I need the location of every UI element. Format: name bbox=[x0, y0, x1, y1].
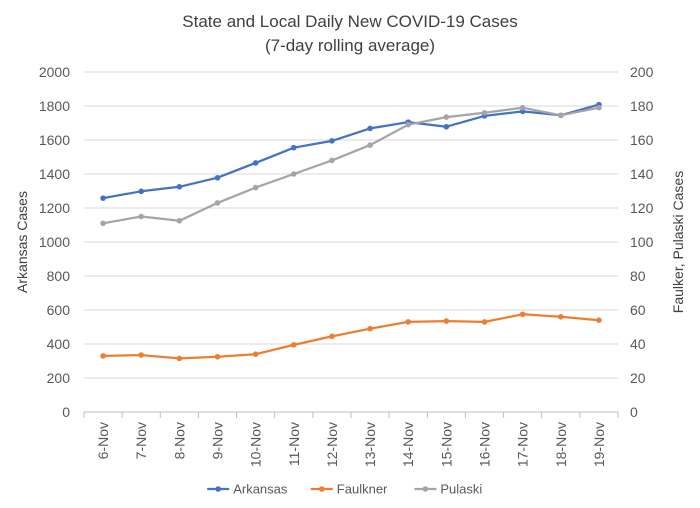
x-tick-label: 8-Nov bbox=[171, 422, 187, 459]
x-axis-ticks: 6-Nov 7-Nov 8-Nov 9-Nov 10-Nov 11-Nov 12-Nov 13… bbox=[83, 412, 619, 467]
data-point bbox=[443, 114, 450, 120]
data-point bbox=[443, 318, 450, 324]
x-tick-label: 14-Nov bbox=[400, 422, 416, 467]
x-tick-label: 15-Nov bbox=[438, 422, 454, 467]
legend-label: Pulaski bbox=[440, 482, 482, 497]
series-line bbox=[102, 103, 600, 200]
series-line bbox=[103, 313, 600, 360]
x-tick-label: 11-Nov bbox=[286, 422, 302, 466]
left-tick-label: 1000 bbox=[39, 234, 70, 250]
left-axis-label: Arkansas Cases bbox=[14, 191, 30, 293]
series-lines bbox=[100, 101, 602, 362]
right-tick-label: 160 bbox=[630, 132, 654, 148]
legend-label: Arkansas bbox=[233, 482, 288, 497]
left-tick-label: 400 bbox=[47, 336, 71, 352]
legend-item-faulkner: Faulkner bbox=[310, 482, 388, 497]
x-tick-label: 18-Nov bbox=[553, 422, 569, 467]
left-tick-label: 600 bbox=[47, 302, 71, 318]
right-tick-label: 20 bbox=[630, 370, 646, 386]
right-tick-label: 100 bbox=[630, 234, 654, 250]
x-tick-label: 17-Nov bbox=[515, 422, 531, 467]
data-point bbox=[214, 174, 221, 181]
data-point bbox=[138, 213, 145, 220]
data-point bbox=[519, 104, 526, 111]
right-tick-label: 40 bbox=[630, 336, 646, 352]
data-point bbox=[481, 110, 488, 116]
data-point bbox=[329, 138, 335, 144]
legend-item-arkansas: Arkansas bbox=[207, 482, 288, 497]
x-tick-label: 9-Nov bbox=[210, 422, 226, 459]
left-tick-label: 1600 bbox=[39, 132, 70, 148]
data-point bbox=[252, 351, 259, 358]
right-axis-ticks: 0 20 40 60 80 100 120 140 160 180 200 bbox=[630, 64, 654, 420]
data-point bbox=[405, 121, 412, 128]
data-point bbox=[557, 314, 564, 320]
series-line bbox=[102, 106, 600, 225]
data-point bbox=[557, 112, 564, 119]
legend-label: Faulkner bbox=[337, 482, 388, 497]
right-tick-label: 120 bbox=[630, 200, 654, 216]
data-point bbox=[138, 188, 145, 195]
x-tick-label: 7-Nov bbox=[133, 422, 149, 459]
data-point bbox=[100, 195, 106, 201]
x-tick-label: 16-Nov bbox=[477, 422, 493, 467]
left-tick-label: 1400 bbox=[39, 166, 70, 182]
data-point bbox=[252, 160, 259, 166]
left-tick-label: 200 bbox=[47, 370, 71, 386]
right-tick-label: 140 bbox=[630, 166, 654, 182]
gridlines bbox=[84, 71, 618, 413]
chart-subtitle: (7-day rolling average) bbox=[265, 36, 435, 55]
legend: Arkansas Faulkner Pulaski bbox=[207, 482, 482, 497]
data-point bbox=[329, 333, 335, 340]
data-point bbox=[290, 342, 297, 348]
data-point bbox=[290, 171, 297, 177]
right-tick-label: 180 bbox=[630, 98, 654, 114]
series-arkansas bbox=[100, 101, 602, 201]
data-point bbox=[367, 125, 373, 132]
data-point bbox=[596, 104, 602, 111]
left-tick-label: 0 bbox=[62, 404, 70, 420]
legend-marker bbox=[319, 486, 325, 492]
legend-marker bbox=[215, 486, 221, 492]
data-point bbox=[367, 142, 373, 148]
data-point bbox=[519, 311, 526, 318]
data-point bbox=[405, 319, 412, 325]
data-point bbox=[176, 355, 183, 362]
data-point bbox=[100, 220, 106, 227]
left-tick-label: 1800 bbox=[39, 98, 70, 114]
series-faulkner bbox=[100, 311, 602, 362]
left-tick-label: 1200 bbox=[39, 200, 70, 216]
left-tick-label: 800 bbox=[47, 268, 71, 284]
legend-item-pulaski: Pulaski bbox=[414, 482, 482, 497]
data-point bbox=[290, 144, 297, 151]
legend-marker bbox=[422, 486, 429, 492]
data-point bbox=[367, 325, 373, 332]
data-point bbox=[176, 217, 183, 224]
x-tick-label: 19-Nov bbox=[591, 422, 607, 467]
x-tick-label: 13-Nov bbox=[362, 422, 378, 467]
chart-title: State and Local Daily New COVID-19 Cases bbox=[182, 12, 517, 31]
data-point bbox=[481, 319, 488, 325]
right-tick-label: 60 bbox=[630, 302, 646, 318]
data-point bbox=[252, 184, 259, 191]
right-axis-label: Faulker, Pulaski Cases bbox=[670, 171, 686, 313]
left-axis-ticks: 0 200 400 600 800 1000 1200 1400 1600 1800 2000 bbox=[39, 64, 70, 420]
series-pulaski bbox=[100, 104, 602, 227]
data-point bbox=[329, 157, 335, 164]
data-point bbox=[214, 200, 221, 206]
x-tick-label: 12-Nov bbox=[324, 422, 340, 467]
data-point bbox=[176, 183, 183, 190]
right-tick-label: 0 bbox=[630, 404, 638, 420]
data-point bbox=[214, 353, 221, 360]
data-point bbox=[596, 317, 602, 324]
right-tick-label: 80 bbox=[630, 268, 646, 284]
left-tick-label: 2000 bbox=[39, 64, 70, 80]
right-tick-label: 200 bbox=[630, 64, 654, 80]
x-tick-label: 10-Nov bbox=[248, 422, 264, 467]
data-point bbox=[138, 352, 145, 358]
data-point bbox=[100, 353, 106, 359]
data-point bbox=[443, 123, 450, 130]
x-tick-label: 6-Nov bbox=[95, 422, 111, 459]
